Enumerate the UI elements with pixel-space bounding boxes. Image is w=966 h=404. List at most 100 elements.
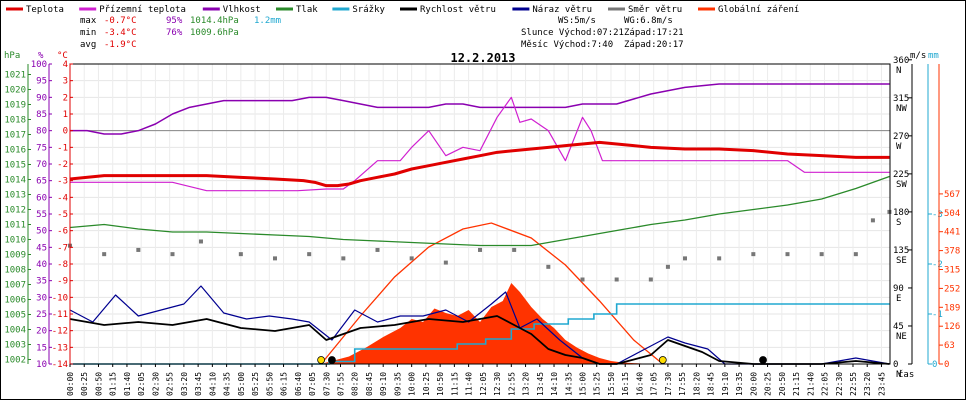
direction-axis-compass: E [896,294,901,304]
direction-axis-compass: SE [896,256,907,266]
x-axis-tick-label: 02:30 [151,372,160,396]
wind-direction-point [683,256,687,261]
temp-axis-tick-label: 2 [63,93,68,103]
legend: Teplota Přízemní teplota Vlhkost Tlak Srážky… [6,5,799,15]
series-teplota [69,140,890,188]
pressure-axis-tick-label: 1009 [4,251,26,261]
humidity-axis-tick-label: 100 [31,60,47,70]
humidity-axis-tick-label: 40 [36,260,47,270]
x-axis-tick-label: 06:40 [294,372,303,396]
stat-avg-temp: -1.9°C [104,40,137,50]
humidity-axis-tick-label: 60 [36,193,47,203]
pressure-axis-tick-label: 1014 [4,176,26,186]
rain-axis-tick-label: -3 [932,210,943,220]
x-axis-tick-label: 02:55 [166,372,175,396]
radiation-axis-tick-label: 504 [944,209,960,219]
wind-direction-point [648,277,653,282]
humidity-axis-tick-label: 45 [36,243,47,253]
temp-axis-tick-label: -2 [57,160,68,170]
x-axis-tick-label: 03:20 [180,372,189,396]
x-axis-tick-label: 08:45 [365,372,374,396]
x-axis-tick-label: 12:55 [507,372,516,396]
wind-direction-point [273,256,277,261]
x-axis-tick-label: 16:15 [621,372,630,396]
rain-axis-tick-label: -2 [932,260,943,270]
wind-direction-point [409,256,414,261]
temp-axis-tick-label: -13 [52,343,68,353]
temp-axis-tick-label: -9 [57,277,68,287]
radiation-axis-tick-label: 189 [944,303,960,313]
wind-direction-point [341,256,346,261]
x-axis-tick-label: 10:00 [408,372,417,396]
series-globalni-zareni [70,283,890,364]
radiation-axis-tick-label: 567 [944,190,960,200]
stat-max-label: max [80,16,97,26]
legend-label: Teplota [26,5,64,15]
x-axis-tick-label: 04:35 [223,372,232,396]
x-axis-tick-label: 00:50 [94,372,103,396]
legend-label: Globální záření [718,5,799,15]
unit-hpa: hPa [4,51,20,61]
direction-axis-compass: N [896,66,901,76]
humidity-axis-tick-label: 20 [36,327,47,337]
wind-direction-point [170,252,175,257]
x-axis-tick-label: 05:50 [265,372,274,396]
pressure-axis-tick-label: 1017 [4,131,26,141]
pressure-axis-tick-label: 1003 [4,341,26,351]
pressure-axis-tick-label: 1020 [4,86,26,96]
series-tlak [69,175,890,247]
unit-time: čas [898,369,914,380]
legend-label: Rychlost větru [420,5,496,15]
rain-axis-tick-label: 0 [932,360,937,370]
axes: 1021102010191018101710161015101410131012… [4,56,960,396]
wind-direction-point [819,252,824,257]
x-axis-tick-label: 15:25 [593,372,602,396]
series-srazky [70,303,890,365]
x-axis-tick-label: 12:30 [493,372,502,396]
humidity-axis-tick-label: 55 [36,210,47,220]
legend-label: Náraz větru [532,5,592,15]
direction-axis-tick-label: 315 [893,94,909,104]
stat-min-hum: 76% [166,28,183,38]
x-axis-tick-label: 19:10 [721,372,730,396]
series-naraz-vetru [69,285,890,365]
stat-max-temp: -0.7°C [104,16,137,26]
temp-axis-tick-label: -7 [57,243,68,253]
humidity-axis-tick-label: 50 [36,227,47,237]
radiation-axis-tick-label: 378 [944,247,960,257]
x-axis-tick-label: 17:05 [650,372,659,396]
x-axis-tick-label: 11:15 [450,372,459,396]
x-axis-tick-label: 14:35 [564,372,573,396]
sunset-marker [658,356,667,364]
radiation-axis-tick-label: 126 [944,322,960,332]
temp-axis-tick-label: -5 [57,210,68,220]
unit-degc: °C [57,51,68,61]
x-axis-tick-label: 11:40 [465,372,474,396]
x-axis-tick-label: 15:50 [607,372,616,396]
humidity-axis-tick-label: 15 [36,343,47,353]
x-axis-tick-label: 23:20 [863,372,872,396]
temp-axis-tick-label: 4 [63,60,68,70]
direction-axis-compass: NE [896,332,907,342]
moonset-marker [759,356,767,364]
direction-axis-tick-label: 135 [893,246,909,256]
info-mesic: Měsíc Východ:7:40 [521,40,613,50]
humidity-axis-tick-label: 75 [36,143,47,153]
pressure-axis-tick-label: 1016 [4,146,26,156]
legend-label: Srážky [352,5,385,15]
radiation-axis-tick-label: 252 [944,284,960,294]
pressure-axis-tick-label: 1008 [4,266,26,276]
x-axis-tick-label: 22:55 [849,372,858,396]
wind-direction-point [580,277,585,282]
temp-axis-tick-label: -8 [57,260,68,270]
radiation-axis-tick-label: 441 [944,228,960,238]
wind-direction-point [307,252,312,257]
pressure-axis-tick-label: 1011 [4,221,26,231]
unit-ms: m/s [910,51,926,61]
x-axis-tick-label: 14:10 [550,372,559,396]
x-axis-tick-label: 20:50 [778,372,787,396]
x-axis-tick-label: 09:35 [393,372,402,396]
info-slunce: Slunce Východ:07:21 [521,28,624,38]
info-wg: WG:6.8m/s [624,16,673,26]
